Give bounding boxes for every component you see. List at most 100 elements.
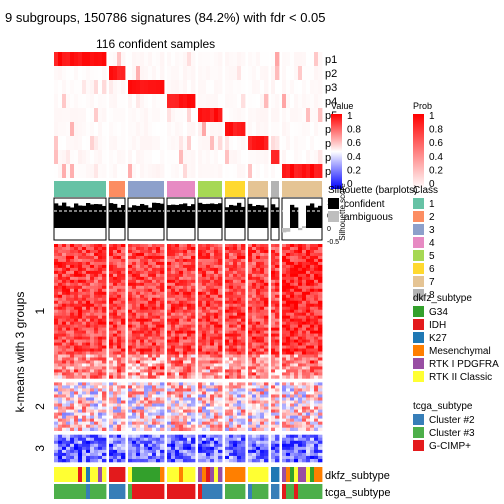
heatmap-cell [58, 246, 63, 251]
heatmap-cell [54, 276, 59, 281]
heatmap-cell [86, 400, 91, 404]
heatmap-cell [229, 291, 234, 296]
dkfz-cell [152, 467, 157, 482]
heatmap-cell [179, 279, 184, 284]
heatmap-cell [90, 424, 95, 428]
heatmap-cell [98, 276, 103, 281]
heatmap-cell [171, 249, 176, 254]
prob-cell [156, 94, 161, 108]
heatmap-cell [66, 297, 71, 302]
dkfz-cell [271, 467, 276, 482]
heatmap-cell [298, 443, 303, 448]
heatmap-cell [318, 409, 323, 413]
heatmap-cell [256, 303, 261, 308]
heatmap-cell [318, 270, 323, 275]
heatmap-cell [132, 333, 137, 337]
heatmap-cell [298, 409, 303, 413]
heatmap-cell [117, 279, 122, 284]
heatmap-cell [260, 261, 265, 266]
heatmap-cell [248, 279, 253, 284]
heatmap-cell [264, 366, 269, 370]
heatmap-cell [233, 252, 238, 257]
heatmap-cell [70, 255, 75, 260]
heatmap-cell [256, 279, 261, 284]
heatmap-cell [136, 291, 141, 296]
prob-cell [294, 94, 299, 108]
heatmap-cell [140, 342, 145, 346]
heatmap-cell [86, 375, 91, 379]
heatmap-cell [306, 382, 311, 386]
heatmap-cell [286, 372, 291, 376]
tcga-cell [74, 484, 79, 499]
heatmap-cell [294, 385, 299, 389]
heatmap-cell [310, 391, 315, 395]
heatmap-cell [237, 443, 242, 448]
heatmap-cell [241, 261, 246, 266]
heatmap-cell [179, 321, 184, 325]
heatmap-cell [298, 357, 303, 361]
heatmap-cell [156, 297, 161, 302]
prob-cell [54, 164, 59, 178]
heatmap-cell [136, 321, 141, 325]
heatmap-cell [314, 345, 319, 349]
heatmap-cell [237, 366, 242, 370]
heatmap-cell [179, 363, 184, 367]
heatmap-cell [54, 406, 59, 410]
heatmap-cell [175, 327, 180, 331]
heatmap-cell [310, 449, 315, 454]
heatmap-cell [294, 409, 299, 413]
heatmap-cell [225, 244, 230, 248]
heatmap-cell [62, 424, 67, 428]
heatmap-cell [290, 309, 295, 313]
heatmap-cell [282, 261, 287, 266]
heatmap-cell [206, 434, 211, 439]
heatmap-cell [294, 375, 299, 379]
heatmap-cell [86, 246, 91, 251]
dkfz-cell [225, 467, 230, 482]
heatmap-cell [314, 267, 319, 272]
heatmap-cell [113, 421, 118, 425]
heatmap-cell [229, 412, 234, 416]
heatmap-cell [74, 446, 79, 451]
heatmap-cell [241, 400, 246, 404]
heatmap-cell [302, 246, 307, 251]
heatmap-cell [156, 333, 161, 337]
heatmap-cell [98, 421, 103, 425]
heatmap-cell [144, 406, 149, 410]
heatmap-cell [74, 394, 79, 398]
heatmap-cell [225, 412, 230, 416]
heatmap-cell [290, 342, 295, 346]
heatmap-cell [302, 318, 307, 322]
heatmap-cell [167, 348, 172, 352]
heatmap-cell [156, 455, 161, 460]
heatmap-cell [70, 418, 75, 422]
heatmap-cell [98, 345, 103, 349]
heatmap-cell [90, 403, 95, 407]
prob-row-label-p4: p4 [325, 96, 337, 108]
heatmap-cell [94, 388, 99, 392]
dkfz-cell [229, 467, 234, 482]
heatmap-cell [160, 333, 165, 337]
heatmap-cell [264, 443, 269, 448]
heatmap-cell [310, 452, 315, 457]
heatmap-cell [78, 351, 83, 355]
heatmap-cell [58, 261, 63, 266]
heatmap-cell [187, 397, 192, 401]
heatmap-cell [248, 273, 253, 278]
heatmap-cell [86, 273, 91, 278]
heatmap-cell [294, 443, 299, 448]
heatmap-cell [66, 306, 71, 311]
heatmap-cell [260, 342, 265, 346]
heatmap-cell [214, 267, 219, 272]
heatmap-cell [256, 372, 261, 376]
heatmap-cell [271, 348, 276, 352]
heatmap-cell [298, 249, 303, 254]
heatmap-cell [294, 255, 299, 260]
heatmap-cell [183, 418, 188, 422]
heatmap-cell [225, 261, 230, 266]
prob-cell [90, 136, 95, 150]
prob-cell [148, 52, 153, 66]
heatmap-cell [256, 351, 261, 355]
heatmap-cell [256, 394, 261, 398]
heatmap-cell [128, 294, 133, 299]
